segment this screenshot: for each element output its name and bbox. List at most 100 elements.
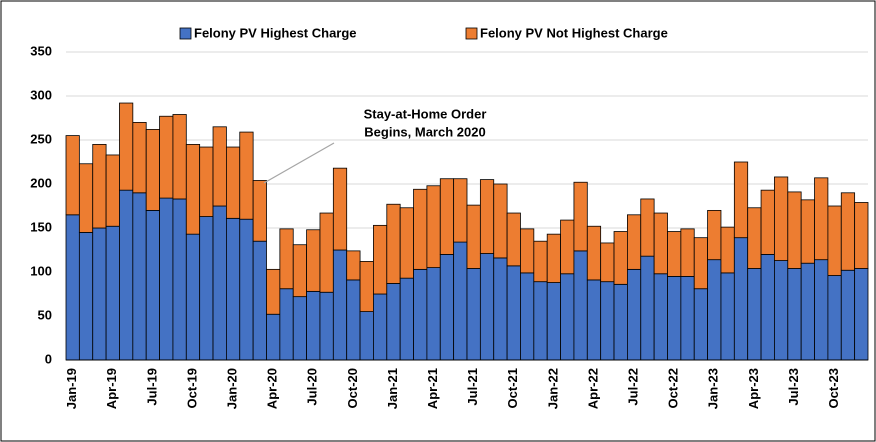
bar-segment xyxy=(854,202,869,269)
bar-segment xyxy=(627,268,642,361)
annotation-text: Begins, March 2020 xyxy=(364,124,485,139)
bar-segment xyxy=(212,126,227,207)
bar-segment xyxy=(573,250,588,361)
bar-segment xyxy=(506,265,521,361)
bar-segment xyxy=(413,268,428,361)
bar-segment xyxy=(373,293,388,361)
y-tick-label: 50 xyxy=(38,307,52,322)
bar-segment xyxy=(546,233,561,283)
bar-segment xyxy=(800,262,815,361)
bar-segment xyxy=(399,277,414,361)
legend-swatch xyxy=(465,27,478,40)
bar-segment xyxy=(145,129,160,211)
x-tick-label: Jan-20 xyxy=(225,368,240,409)
bar-segment xyxy=(613,283,628,361)
x-tick-label: Jan-21 xyxy=(385,368,400,409)
bar-segment xyxy=(306,290,321,361)
bar-segment xyxy=(800,199,815,264)
bar-segment xyxy=(586,279,602,361)
bar-segment xyxy=(346,279,361,361)
bar-segment xyxy=(814,177,829,261)
x-tick-label: Oct-20 xyxy=(345,368,360,408)
x-tick-label: Jan-22 xyxy=(545,368,560,409)
legend-label: Felony PV Highest Charge xyxy=(194,25,357,40)
bar-segment xyxy=(426,267,441,361)
bar-segment xyxy=(199,146,214,217)
bar-segment xyxy=(827,275,842,361)
bar-segment xyxy=(506,212,521,267)
bar-segment xyxy=(747,207,762,269)
bar-segment xyxy=(239,131,254,220)
bar-segment xyxy=(225,217,241,361)
bar-segment xyxy=(707,259,722,361)
bar-segment xyxy=(413,188,428,270)
bar-segment xyxy=(266,313,281,361)
bar-segment xyxy=(172,114,187,200)
bar-segment xyxy=(466,204,481,269)
bar-segment xyxy=(279,288,294,361)
bar-segment xyxy=(493,257,508,361)
bar-segment xyxy=(292,296,308,361)
x-tick-label: Jul-20 xyxy=(305,368,320,406)
bar-segment xyxy=(212,205,227,361)
bar-segment xyxy=(573,181,588,252)
bar-segment xyxy=(640,255,655,361)
bar-segment xyxy=(493,183,508,259)
bar-segment xyxy=(346,250,361,281)
bar-segment xyxy=(747,268,762,361)
bar-segment xyxy=(453,178,468,243)
bar-segment xyxy=(373,224,388,295)
bar-segment xyxy=(399,207,414,279)
bar-segment xyxy=(533,240,548,283)
x-tick-label: Jul-22 xyxy=(626,368,641,406)
bar-segment xyxy=(332,167,348,251)
bar-segment xyxy=(600,281,615,361)
bar-segment xyxy=(332,249,348,361)
bar-segment xyxy=(78,163,94,233)
bar-segment xyxy=(774,260,789,361)
x-tick-label: Apr-20 xyxy=(265,368,280,409)
x-tick-label: Oct-21 xyxy=(505,368,520,408)
bar-segment xyxy=(426,185,441,268)
x-tick-label: Oct-23 xyxy=(826,368,841,408)
y-tick-label: 300 xyxy=(30,87,52,102)
bar-segment xyxy=(359,311,374,361)
bar-segment xyxy=(667,231,682,277)
bar-segment xyxy=(185,233,201,361)
bar-segment xyxy=(680,228,695,277)
bar-segment xyxy=(359,261,374,313)
x-tick-label: Oct-19 xyxy=(184,368,199,408)
bar-segment xyxy=(439,253,455,361)
bar-segment xyxy=(78,231,94,361)
bar-segment xyxy=(292,244,308,298)
x-tick-label: Jan-23 xyxy=(706,368,721,409)
bar-segment xyxy=(733,161,749,239)
bar-segment xyxy=(693,237,709,290)
bar-segment xyxy=(560,273,575,361)
x-tick-label: Jul-21 xyxy=(465,368,480,406)
bar-segment xyxy=(840,269,856,361)
bar-segment xyxy=(132,122,147,194)
bar-segment xyxy=(680,275,695,361)
x-tick-label: Jul-19 xyxy=(144,368,159,406)
bar-segment xyxy=(733,237,749,361)
bar-segment xyxy=(453,241,468,361)
x-tick-label: Oct-22 xyxy=(666,368,681,408)
bar-segment xyxy=(266,268,281,315)
bar-segment xyxy=(185,143,201,235)
bar-segment xyxy=(252,240,267,361)
x-tick-label: Apr-22 xyxy=(585,368,600,409)
bar-segment xyxy=(854,268,869,361)
bar-segment xyxy=(119,189,134,361)
bar-segment xyxy=(159,197,174,361)
bar-segment xyxy=(386,283,401,361)
bar-segment xyxy=(613,231,628,285)
bar-segment xyxy=(319,291,334,361)
bar-segment xyxy=(65,135,80,216)
bar-segment xyxy=(225,146,241,219)
bar-segment xyxy=(693,288,709,361)
bar-segment xyxy=(239,218,254,361)
bar-segment xyxy=(105,225,120,361)
y-tick-label: 200 xyxy=(30,175,52,190)
